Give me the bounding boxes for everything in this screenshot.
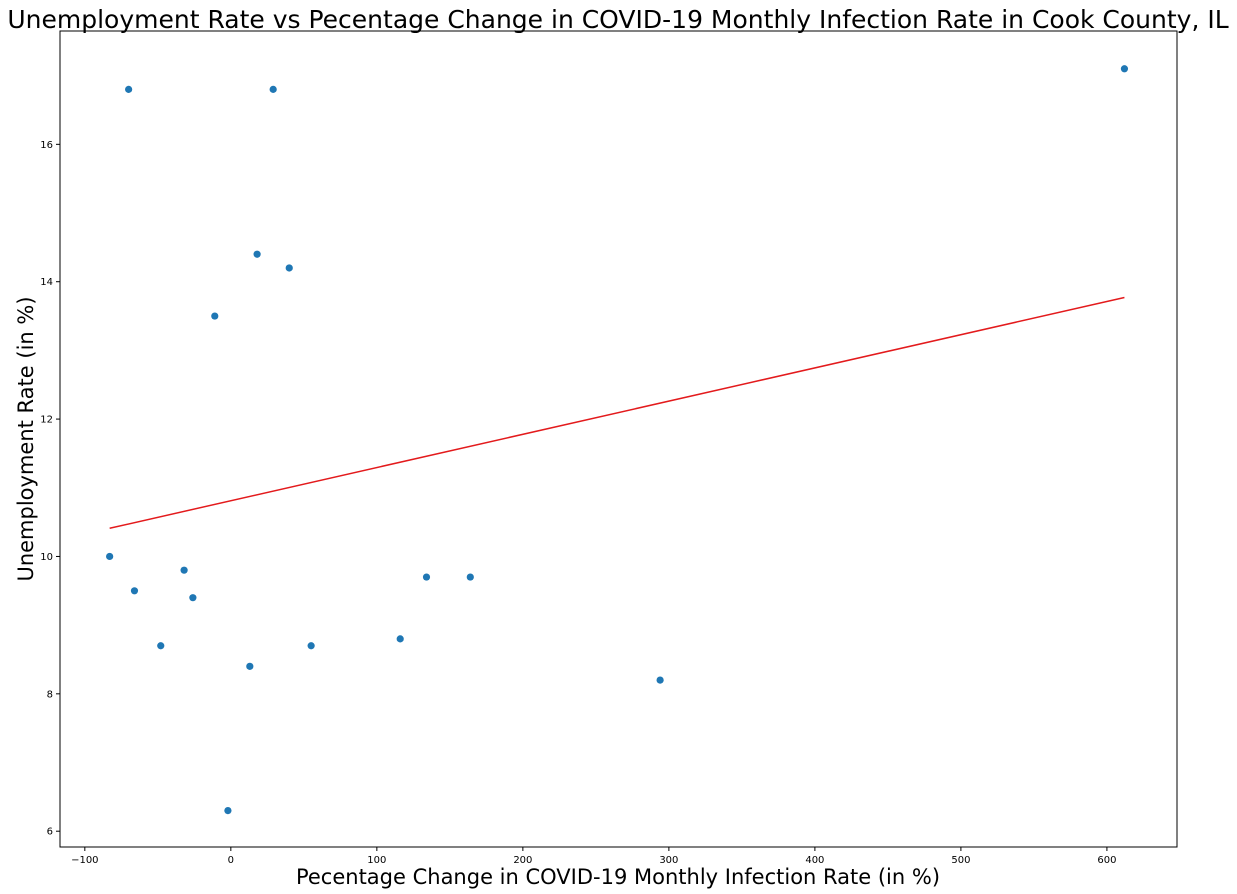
x-tick-label: −100: [71, 855, 98, 866]
data-point: [125, 85, 133, 93]
data-point: [246, 662, 254, 670]
y-tick-label: 10: [40, 552, 53, 563]
y-tick-label: 14: [40, 277, 53, 288]
y-axis-ticks: 6 8 10 12 14 16: [40, 140, 60, 838]
data-point: [269, 85, 277, 93]
regression-line: [109, 296, 1125, 530]
x-tick-label: 400: [805, 855, 824, 866]
y-tick-label: 6: [47, 827, 53, 838]
data-point: [285, 264, 293, 272]
x-tick-label: 0: [228, 855, 234, 866]
scatter-points: [106, 65, 1129, 815]
data-point: [1120, 65, 1129, 73]
data-point: [106, 552, 114, 561]
chart-title: Unemployment Rate vs Pecentage Change in…: [7, 5, 1228, 34]
x-axis-label: Pecentage Change in COVID-19 Monthly Inf…: [296, 865, 940, 889]
y-axis-label: Unemployment Rate (in %): [14, 296, 38, 581]
data-point: [466, 573, 474, 581]
y-tick-label: 12: [40, 415, 53, 426]
data-point: [211, 312, 219, 320]
regression-line-group: [109, 296, 1125, 530]
data-point: [307, 642, 315, 650]
x-tick-label: 500: [951, 855, 970, 866]
data-point: [157, 642, 165, 650]
x-axis-ticks: −100 0 100 200 300 400 500 600: [71, 847, 1116, 866]
x-tick-label: 200: [513, 855, 532, 866]
data-point: [180, 566, 188, 574]
data-point: [396, 635, 404, 643]
axes-frame: [59, 30, 1178, 848]
data-point: [224, 806, 232, 815]
data-point: [656, 676, 664, 684]
data-point: [253, 250, 261, 258]
x-tick-label: 100: [367, 855, 386, 866]
plot-area: [59, 30, 1178, 848]
x-tick-label: 600: [1097, 855, 1116, 866]
data-point: [130, 587, 139, 595]
data-point: [422, 573, 431, 581]
y-tick-label: 16: [40, 140, 53, 151]
data-point: [189, 594, 197, 602]
y-tick-label: 8: [47, 689, 53, 700]
x-tick-label: 300: [659, 855, 678, 866]
